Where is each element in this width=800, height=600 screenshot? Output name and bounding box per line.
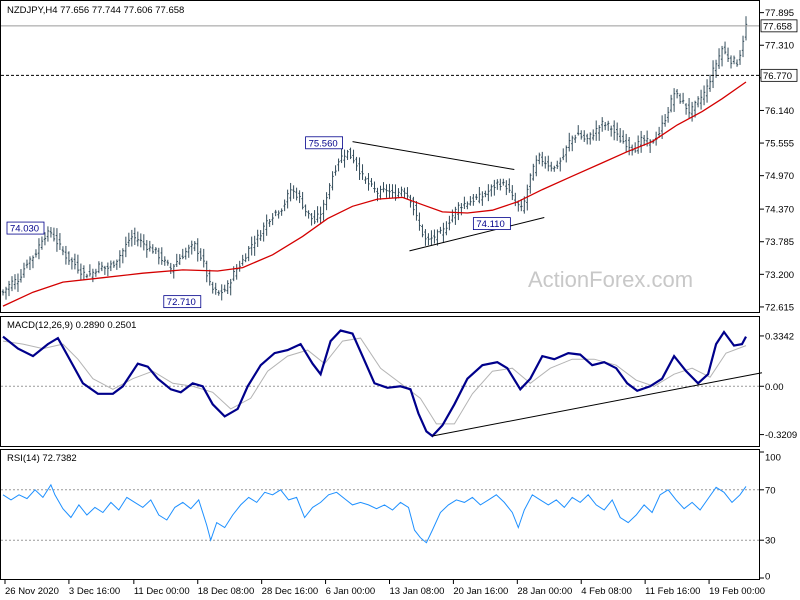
time-tick-label: 11 Dec 00:00: [134, 586, 190, 597]
rsi-y-axis: 100 70 30 0: [760, 451, 781, 583]
macd-y-axis: 0.3342 0.00 -0.3209: [760, 331, 797, 441]
rsi-label: RSI(14) 72.7382: [7, 453, 77, 464]
macd-signal-line: [2, 337, 747, 425]
time-tick-label: 19 Feb 00:00: [709, 586, 765, 597]
rsi-y-tick-label: 100: [765, 453, 781, 464]
price-y-tick-label: 77.895: [765, 8, 794, 19]
price-candles: [1, 16, 748, 301]
macd-y-tick-label: 0.3342: [765, 331, 794, 342]
time-tick-label: 28 Jan 00:00: [517, 586, 572, 597]
macd-y-tick-label: 0.00: [765, 382, 784, 393]
rsi-y-tick-label: 0: [765, 572, 770, 583]
macd-label: MACD(12,26,9) 0.2890 0.2501: [7, 320, 136, 331]
price-annotation-label: 74.030: [10, 224, 39, 235]
price-annotation-label: 72.710: [167, 297, 196, 308]
watermark: ActionForex.com: [528, 267, 693, 292]
macd-y-tick-label: -0.3209: [765, 430, 797, 441]
price-trend-line: [352, 141, 515, 171]
price-pane: NZDJPY,H4 77.656 77.744 77.606 77.658 Ac…: [0, 0, 798, 313]
price-pane-frame: [0, 0, 760, 313]
rsi-pane-frame: [0, 449, 760, 580]
time-tick-label: 26 Nov 2020: [5, 586, 59, 597]
time-tick-label: 28 Dec 16:00: [262, 586, 319, 597]
macd-pane-frame: [0, 316, 760, 447]
price-y-tick-label: 74.970: [765, 171, 794, 182]
moving-average-line: [2, 81, 747, 307]
time-tick-label: 20 Jan 16:00: [453, 586, 508, 597]
price-y-tick-label: 73.200: [765, 270, 794, 281]
price-y-tick-label: 75.555: [765, 139, 794, 150]
price-annotation-box: [472, 217, 511, 231]
time-axis: 26 Nov 2020 3 Dec 16:00 11 Dec 00:00 18 Dec…: [4, 580, 765, 597]
macd-lines: [1, 329, 763, 438]
price-y-tick-label: 77.310: [765, 41, 794, 52]
price-annotation-box: [6, 221, 45, 235]
rsi-line: [2, 483, 747, 544]
time-tick-label: 4 Feb 08:00: [581, 586, 632, 597]
time-tick-label: 13 Jan 08:00: [389, 586, 444, 597]
current-price-label-box: [760, 19, 798, 33]
price-y-tick-label: 73.785: [765, 237, 794, 248]
price-y-axis: 77.89577.31076.72576.14075.55574.97074.3…: [760, 8, 798, 313]
price-annotation-box: [305, 136, 343, 150]
macd-main-line: [2, 329, 747, 438]
level-price-label: 76.770: [763, 71, 792, 82]
price-labels: 74.030 72.710 75.560 74.110: [6, 136, 511, 309]
time-tick-label: 6 Jan 00:00: [326, 586, 376, 597]
level-price-label-box: [760, 68, 798, 82]
price-y-tick-label: 76.140: [765, 106, 794, 117]
macd-pane: MACD(12,26,9) 0.2890 0.2501 0.3342 0.00 -0…: [0, 316, 797, 447]
price-y-tick-label: 74.370: [765, 205, 794, 216]
price-annotation-label: 74.110: [476, 219, 504, 230]
time-tick-label: 18 Dec 08:00: [198, 586, 255, 597]
moving-average: [2, 81, 747, 307]
price-annotation-label: 75.560: [309, 138, 338, 149]
rsi-pane: RSI(14) 72.7382 100 70 30 0: [0, 449, 781, 583]
time-tick-label: 11 Feb 16:00: [645, 586, 700, 597]
rsi-y-tick-label: 70: [765, 485, 776, 496]
current-price-label: 77.658: [763, 21, 792, 32]
price-annotations: [1, 25, 759, 252]
price-trend-line: [409, 216, 545, 252]
price-header: NZDJPY,H4 77.656 77.744 77.606 77.658: [7, 5, 184, 16]
rsi-y-tick-label: 30: [765, 536, 776, 547]
macd-trend-line: [432, 372, 763, 437]
rsi-lines: [1, 483, 759, 544]
time-tick-label: 3 Dec 16:00: [69, 586, 120, 597]
price-y-tick-label: 72.615: [765, 302, 794, 313]
price-annotation-box: [163, 295, 202, 309]
